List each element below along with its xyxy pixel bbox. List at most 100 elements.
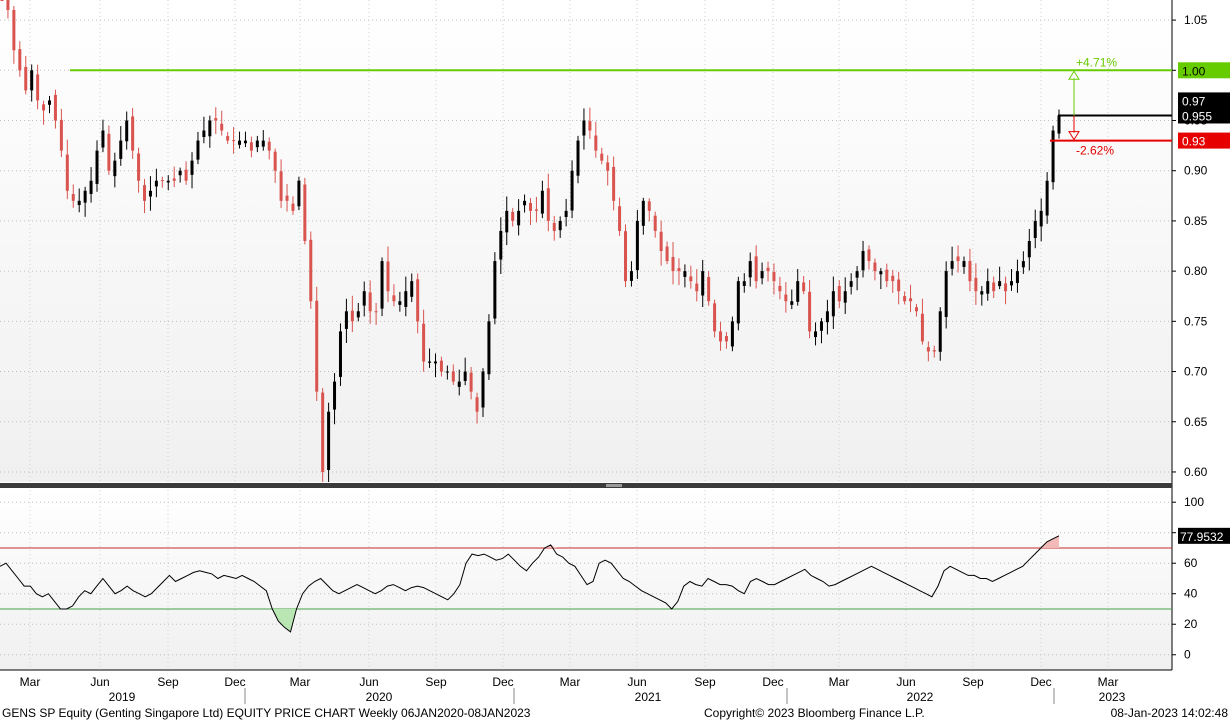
- candle-body: [914, 307, 918, 312]
- candle-body: [374, 311, 378, 313]
- upside-arrow-head: [1068, 70, 1080, 80]
- downside-arrow-head: [1068, 131, 1080, 141]
- candle-body: [1021, 261, 1025, 268]
- candle-body: [647, 201, 651, 211]
- candle-body: [362, 291, 366, 306]
- candle-body: [831, 291, 835, 317]
- candle-body: [998, 281, 1002, 287]
- footer-timestamp: 08-Jan-2023 14:02:48: [1110, 706, 1228, 720]
- candle-body: [897, 279, 901, 292]
- candle-body: [867, 249, 871, 262]
- candle-body: [517, 210, 521, 226]
- candle-body: [659, 231, 663, 252]
- candle-body: [392, 295, 396, 302]
- candle-body: [932, 350, 936, 352]
- chart-footer: GENS SP Equity (Genting Singapore Ltd) E…: [0, 705, 1230, 723]
- candle-body: [321, 392, 325, 472]
- candle-body: [404, 291, 408, 308]
- candle-body: [736, 281, 740, 324]
- candle-body: [641, 200, 645, 226]
- price-tick-label: 0.75: [1184, 314, 1208, 328]
- tag-rsi-value-text: 77.9532: [1180, 530, 1224, 544]
- candle-body: [962, 261, 966, 267]
- candle-body: [208, 120, 212, 137]
- downside-percent-label: -2.62%: [1076, 144, 1114, 158]
- candle-body: [243, 140, 247, 144]
- candle-body: [778, 285, 782, 292]
- candle-body: [511, 211, 515, 221]
- candle-body: [819, 321, 823, 331]
- candle-body: [837, 286, 841, 302]
- candle-body: [422, 323, 426, 362]
- x-year-label: 2019: [109, 690, 136, 704]
- candle-body: [416, 279, 420, 322]
- candle-body: [428, 361, 432, 363]
- x-month-label: Sep: [694, 675, 716, 689]
- candle-body: [261, 140, 265, 147]
- candle-body: [0, 0, 4, 1]
- tag-resistance-text: 1.00: [1182, 64, 1206, 78]
- panel-divider-grip: [606, 484, 622, 487]
- candle-body: [707, 276, 711, 302]
- candle-body: [986, 281, 990, 294]
- candle-body: [344, 311, 348, 329]
- rsi-tick-label: 100: [1184, 495, 1204, 509]
- candle-body: [154, 180, 158, 187]
- candle-body: [439, 360, 443, 372]
- candle-body: [730, 321, 734, 347]
- candle-body: [956, 256, 960, 262]
- x-year-label: 2023: [1099, 690, 1126, 704]
- candle-body: [582, 120, 586, 136]
- x-month-label: Jun: [90, 675, 109, 689]
- candle-body: [552, 222, 556, 231]
- candle-body: [653, 215, 657, 231]
- candle-body: [137, 153, 141, 181]
- candle-body: [677, 268, 681, 272]
- candle-body: [178, 170, 182, 176]
- price-tick-label: 1.05: [1184, 13, 1208, 27]
- candle-body: [885, 269, 889, 282]
- candle-body: [333, 381, 337, 410]
- candle-body: [766, 267, 770, 272]
- candle-body: [683, 271, 687, 277]
- candle-body: [713, 303, 717, 332]
- candle-body: [564, 210, 568, 217]
- candle-body: [1027, 241, 1031, 258]
- candle-body: [12, 9, 16, 51]
- candle-body: [398, 301, 402, 305]
- candle-body: [784, 294, 788, 302]
- footer-security-description: GENS SP Equity (Genting Singapore Ltd) E…: [2, 706, 531, 720]
- candle-body: [909, 298, 913, 302]
- x-month-label: Jun: [896, 675, 915, 689]
- candle-body: [992, 282, 996, 292]
- candle-body: [48, 100, 52, 105]
- candle-body: [861, 251, 865, 271]
- candle-body: [143, 185, 147, 201]
- candle-body: [190, 160, 194, 175]
- candle-body: [71, 194, 75, 201]
- candle-body: [671, 256, 675, 272]
- candle-body: [944, 271, 948, 317]
- x-month-label: Mar: [1098, 675, 1119, 689]
- candle-body: [380, 261, 384, 309]
- candle-body: [196, 140, 200, 160]
- candle-body: [505, 210, 509, 233]
- candle-body: [18, 49, 22, 71]
- candle-body: [576, 140, 580, 176]
- candle-body: [879, 271, 883, 275]
- x-month-label: Mar: [829, 675, 850, 689]
- candle-body: [202, 130, 206, 138]
- candle-body: [101, 130, 105, 148]
- candle-body: [1039, 210, 1043, 227]
- rsi-panel-background: [0, 490, 1172, 670]
- candle-body: [297, 180, 301, 207]
- candle-body: [457, 381, 461, 387]
- candle-body: [24, 66, 28, 91]
- candle-body: [695, 283, 699, 292]
- candle-body: [273, 151, 277, 171]
- candle-body: [701, 271, 705, 296]
- candle-body: [315, 300, 319, 392]
- candle-body: [719, 331, 723, 342]
- candle-body: [529, 202, 532, 211]
